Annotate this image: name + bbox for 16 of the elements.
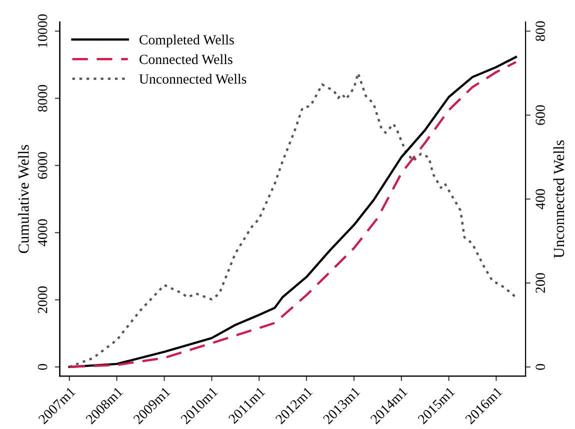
y-tick-label: 2000: [38, 286, 48, 314]
y-tick-label: 4000: [38, 219, 48, 246]
y-axis-title: Cumulative Wells: [18, 144, 29, 254]
y2-tick-label: 800: [536, 21, 546, 42]
y2-tick-label: 0: [536, 364, 546, 370]
y-tick-label: 6000: [38, 152, 48, 179]
y2-tick-label: 200: [536, 273, 546, 293]
y-tick-label: 0: [38, 364, 48, 370]
y-tick-label: 8000: [38, 84, 48, 112]
legend-label: Completed Wells: [140, 34, 234, 48]
y-tick-label: 10000: [38, 14, 48, 48]
y2-tick-label: 400: [536, 189, 546, 210]
legend-label: Connected Wells: [140, 54, 232, 64]
y2-tick-label: 600: [536, 105, 546, 125]
y2-axis-title: Unconnected Wells: [553, 140, 564, 258]
legend-label: Unconnected Wells: [139, 74, 246, 84]
